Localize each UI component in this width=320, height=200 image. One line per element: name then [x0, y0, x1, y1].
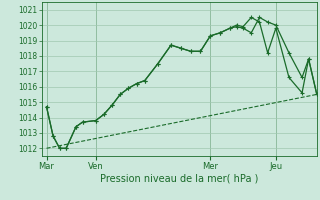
X-axis label: Pression niveau de la mer( hPa ): Pression niveau de la mer( hPa )	[100, 173, 258, 183]
